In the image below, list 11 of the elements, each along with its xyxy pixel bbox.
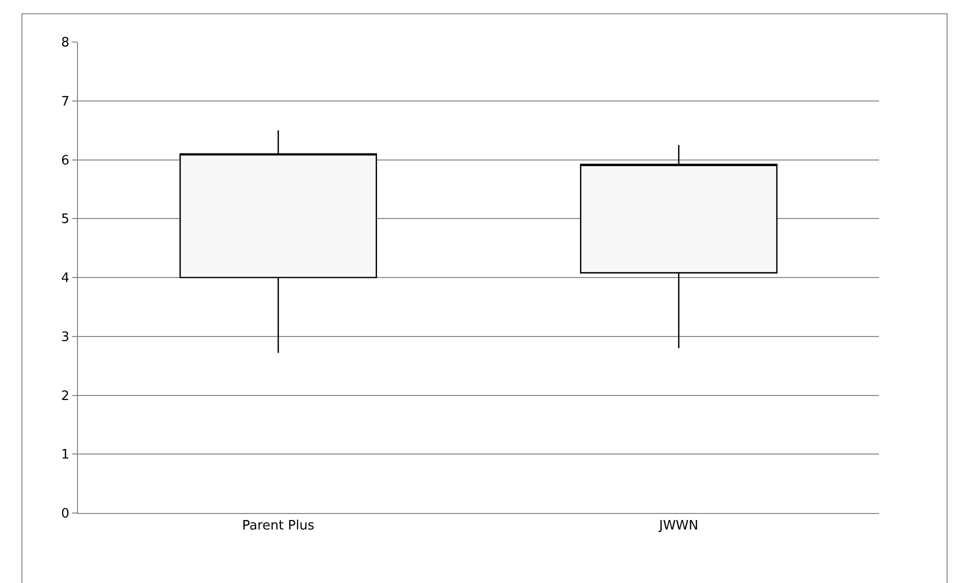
y-tick-label: 8	[61, 36, 70, 51]
y-tick-label: 5	[61, 212, 70, 228]
y-tick-label: 6	[61, 153, 70, 168]
y-tick-label: 2	[61, 388, 70, 404]
y-tick-label: 7	[61, 94, 70, 110]
y-tick-label: 1	[61, 448, 70, 463]
y-tick-label: 4	[61, 271, 70, 286]
y-tick-label: 3	[61, 330, 70, 345]
y-tick-label: 0	[61, 506, 70, 522]
x-tick-label: Parent Plus	[242, 518, 315, 534]
x-tick-label: JWWN	[658, 518, 698, 534]
